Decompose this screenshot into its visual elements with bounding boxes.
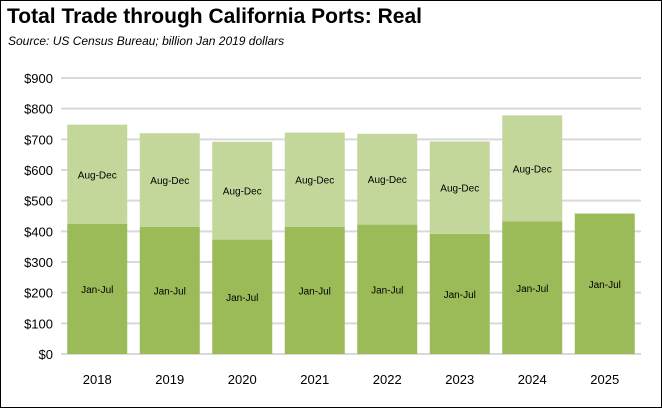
chart-title: Total Trade through California Ports: Re… [7,5,422,28]
x-tick-label: 2021 [300,372,329,387]
segment-label: Aug-Dec [150,176,189,187]
bar-jan-jul-2022 [357,224,418,354]
y-tick-label: $700 [24,132,53,147]
y-tick-label: $800 [24,102,53,117]
x-tick-label: 2023 [445,372,474,387]
y-tick-label: $200 [24,286,53,301]
segment-label: Jan-Jul [299,286,331,297]
bar-aug-dec-2019 [139,133,200,227]
y-tick-label: $400 [24,224,53,239]
y-tick-label: $300 [24,255,53,270]
chart-subtitle: Source: US Census Bureau; billion Jan 20… [8,34,285,48]
segment-label: Jan-Jul [154,286,186,297]
x-tick-label: 2018 [83,372,112,387]
y-tick-label: $900 [24,71,53,86]
segment-label: Aug-Dec [440,184,479,195]
bar-jan-jul-2018 [67,223,128,354]
x-tick-label: 2024 [518,372,547,387]
bar-aug-dec-2024 [502,115,563,222]
x-tick-label: 2020 [228,372,257,387]
segment-label: Aug-Dec [295,176,334,187]
segment-label: Aug-Dec [368,175,407,186]
bar-jan-jul-2023 [429,233,490,354]
segment-label: Aug-Dec [223,187,262,198]
bar-jan-jul-2020 [212,239,273,354]
segment-label: Aug-Dec [513,164,552,175]
segment-label: Jan-Jul [81,285,113,296]
y-tick-label: $600 [24,163,53,178]
x-tick-label: 2025 [590,372,619,387]
segment-label: Aug-Dec [78,170,117,181]
bar-aug-dec-2018 [67,124,128,224]
bar-aug-dec-2021 [284,132,345,227]
segment-label: Jan-Jul [371,285,403,296]
segment-label: Jan-Jul [516,284,548,295]
x-tick-label: 2019 [155,372,184,387]
bar-aug-dec-2020 [212,141,273,240]
bar-aug-dec-2023 [429,141,490,234]
y-tick-label: $500 [24,194,53,209]
bar-jan-jul-2025 [574,213,635,354]
segment-label: Jan-Jul [226,293,258,304]
bar-jan-jul-2024 [502,221,563,354]
y-tick-label: $0 [39,347,53,362]
bar-jan-jul-2019 [139,226,200,354]
bar-aug-dec-2022 [357,133,418,225]
segment-label: Jan-Jul [589,280,621,291]
y-tick-label: $100 [24,316,53,331]
segment-label: Jan-Jul [444,290,476,301]
x-tick-label: 2022 [373,372,402,387]
bar-jan-jul-2021 [284,226,345,354]
